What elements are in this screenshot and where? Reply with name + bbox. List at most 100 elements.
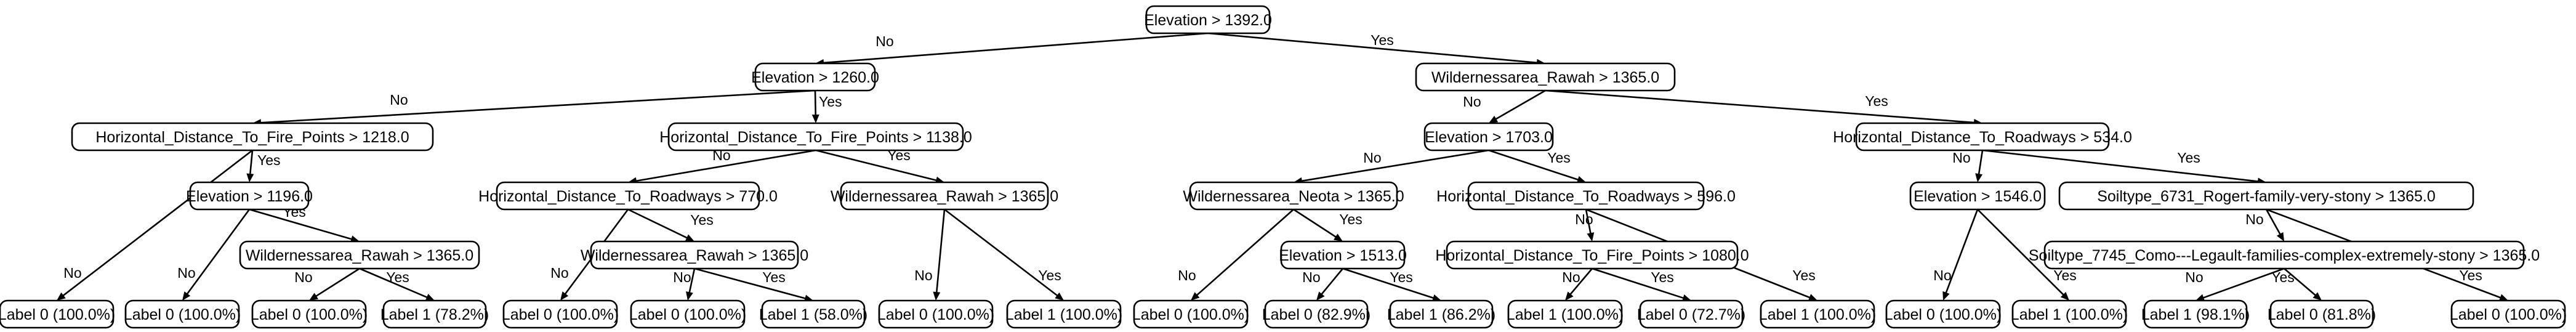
leaf-node: Label 1 (58.0%) xyxy=(759,301,868,328)
edge-label-no: No xyxy=(1575,211,1593,227)
leaf-node: Label 0 (100.0%) xyxy=(251,301,368,328)
arrowhead xyxy=(1942,291,1949,301)
edge: No xyxy=(1294,150,1489,185)
edge-label-no: No xyxy=(1302,269,1320,285)
arrowhead xyxy=(182,291,190,301)
split-condition: Elevation > 1392.0 xyxy=(1144,12,1272,29)
decision-node: Wildernessarea_Rawah > 1365.0 xyxy=(581,241,808,269)
arrowhead xyxy=(1055,293,1064,301)
decision-node: Horizontal_Distance_To_Fire_Points > 121… xyxy=(72,123,433,150)
edge-line xyxy=(1495,91,1545,119)
edge-label-yes: Yes xyxy=(690,212,714,228)
leaf-label: Label 1 (100.0%) xyxy=(1507,306,1624,323)
edge-line xyxy=(1545,91,1975,123)
edge-line xyxy=(1982,150,2259,182)
edge: No xyxy=(1463,91,1545,123)
leaf-label: Label 0 (100.0%) xyxy=(124,306,241,323)
decision-node: Horizontal_Distance_To_Roadways > 534.0 xyxy=(1833,123,2132,150)
edge-line xyxy=(250,150,252,175)
edge-label-yes: Yes xyxy=(1865,93,1888,109)
leaf-node: Label 1 (100.0%) xyxy=(2011,301,2128,328)
edge: No xyxy=(815,33,1208,67)
leaf-label: Label 0 (72.7%) xyxy=(1637,306,1746,323)
decision-node: Wildernessarea_Rawah > 1365.0 xyxy=(1416,63,1675,91)
leaf-node: Label 0 (100.0%) xyxy=(502,301,619,328)
edge-label-no: No xyxy=(914,267,932,283)
edge-line xyxy=(694,269,806,299)
edge-label-yes: Yes xyxy=(1339,211,1362,227)
split-condition: Horizontal_Distance_To_Fire_Points > 113… xyxy=(659,129,972,146)
arrowhead xyxy=(1975,173,1982,182)
split-condition: Wildernessarea_Rawah > 1365.0 xyxy=(246,247,473,264)
edge: Yes xyxy=(694,269,813,302)
split-condition: Elevation > 1703.0 xyxy=(1425,129,1553,146)
leaf-label: Label 1 (58.0%) xyxy=(759,306,868,323)
edge: No xyxy=(177,209,249,301)
edge: Yes xyxy=(812,91,842,123)
edge-label-yes: Yes xyxy=(2177,150,2200,166)
decision-node: Elevation > 1260.0 xyxy=(751,63,879,91)
split-condition: Horizontal_Distance_To_Roadways > 534.0 xyxy=(1833,129,2132,146)
arrowhead xyxy=(560,291,568,301)
edge-label-yes: Yes xyxy=(2459,267,2482,283)
split-condition: Horizontal_Distance_To_Fire_Points > 108… xyxy=(1435,247,1749,264)
edge-label-no: No xyxy=(1933,267,1951,283)
edge-line xyxy=(63,150,252,296)
split-condition: Soiltype_6731_Rogert-family-very-stony >… xyxy=(2097,188,2436,205)
split-condition: Soiltype_7745_Como---Legault-families-co… xyxy=(2029,247,2540,264)
decision-node: Wildernessarea_Rawah > 1365.0 xyxy=(831,182,1058,209)
arrowhead xyxy=(246,173,254,182)
arrowhead xyxy=(309,293,318,301)
edge-label-yes: Yes xyxy=(1390,269,1413,285)
edge: No xyxy=(1952,150,1982,182)
edge: Yes xyxy=(360,269,435,301)
leaf-node: Label 0 (100.0%) xyxy=(2450,301,2567,328)
edge-line xyxy=(936,209,944,293)
edge: No xyxy=(914,209,944,301)
decision-node: Horizontal_Distance_To_Fire_Points > 108… xyxy=(1435,241,1749,269)
edge: Yes xyxy=(1489,150,1586,183)
edge-line xyxy=(315,269,360,297)
decision-node: Elevation > 1546.0 xyxy=(1910,182,2045,209)
edge-label-yes: Yes xyxy=(762,269,786,285)
decision-node: Wildernessarea_Neota > 1365.0 xyxy=(1183,182,1404,209)
split-condition: Wildernessarea_Neota > 1365.0 xyxy=(1183,188,1404,205)
split-condition: Wildernessarea_Rawah > 1365.0 xyxy=(831,188,1058,205)
leaf-label: Label 1 (86.2%) xyxy=(1387,306,1496,323)
leaf-label: Label 0 (82.9%) xyxy=(1262,306,1371,323)
leaf-node: Label 1 (98.1%) xyxy=(2141,301,2250,328)
decision-node: Elevation > 1196.0 xyxy=(186,182,313,209)
edge-line xyxy=(816,150,937,180)
decision-node: Horizontal_Distance_To_Roadways > 596.0 xyxy=(1436,182,1736,209)
edge: Yes xyxy=(628,209,714,241)
edge-label-no: No xyxy=(1363,150,1381,166)
leaf-label: Label 0 (100.0%) xyxy=(1885,306,2002,323)
decision-node: Soiltype_7745_Como---Legault-families-co… xyxy=(2029,241,2540,269)
edge: No xyxy=(2185,269,2284,301)
edge-label-no: No xyxy=(2185,269,2203,285)
leaf-node: Label 0 (100.0%) xyxy=(629,301,746,328)
leaf-label: Label 0 (100.0%) xyxy=(251,306,368,323)
edge-line xyxy=(628,209,688,238)
edge-label-no: No xyxy=(63,265,81,281)
leaf-label: Label 0 (100.0%) xyxy=(2450,306,2567,323)
leaf-node: Label 0 (100.0%) xyxy=(1885,301,2002,328)
leaf-node: Label 1 (100.0%) xyxy=(1005,301,1122,328)
leaf-label: Label 0 (81.8%) xyxy=(2268,306,2377,323)
edge: Yes xyxy=(1982,150,2266,185)
edge-label-no: No xyxy=(177,265,195,281)
edge: No xyxy=(252,91,815,126)
split-condition: Elevation > 1546.0 xyxy=(1914,188,2042,205)
leaf-label: Label 0 (100.0%) xyxy=(0,306,115,323)
edge-label-yes: Yes xyxy=(1792,267,1816,283)
leaf-label: Label 0 (100.0%) xyxy=(629,306,746,323)
edge-line xyxy=(260,91,815,123)
split-condition: Elevation > 1513.0 xyxy=(1279,247,1407,264)
leaf-node: Label 0 (82.9%) xyxy=(1262,301,1371,328)
decision-node: Elevation > 1513.0 xyxy=(1279,241,1407,269)
leaf-node: Label 1 (78.2%) xyxy=(380,301,489,328)
edge: No xyxy=(1562,269,1592,301)
edge: Yes xyxy=(1208,32,1545,67)
arrowhead xyxy=(57,293,66,301)
edge-line xyxy=(1343,269,1435,298)
